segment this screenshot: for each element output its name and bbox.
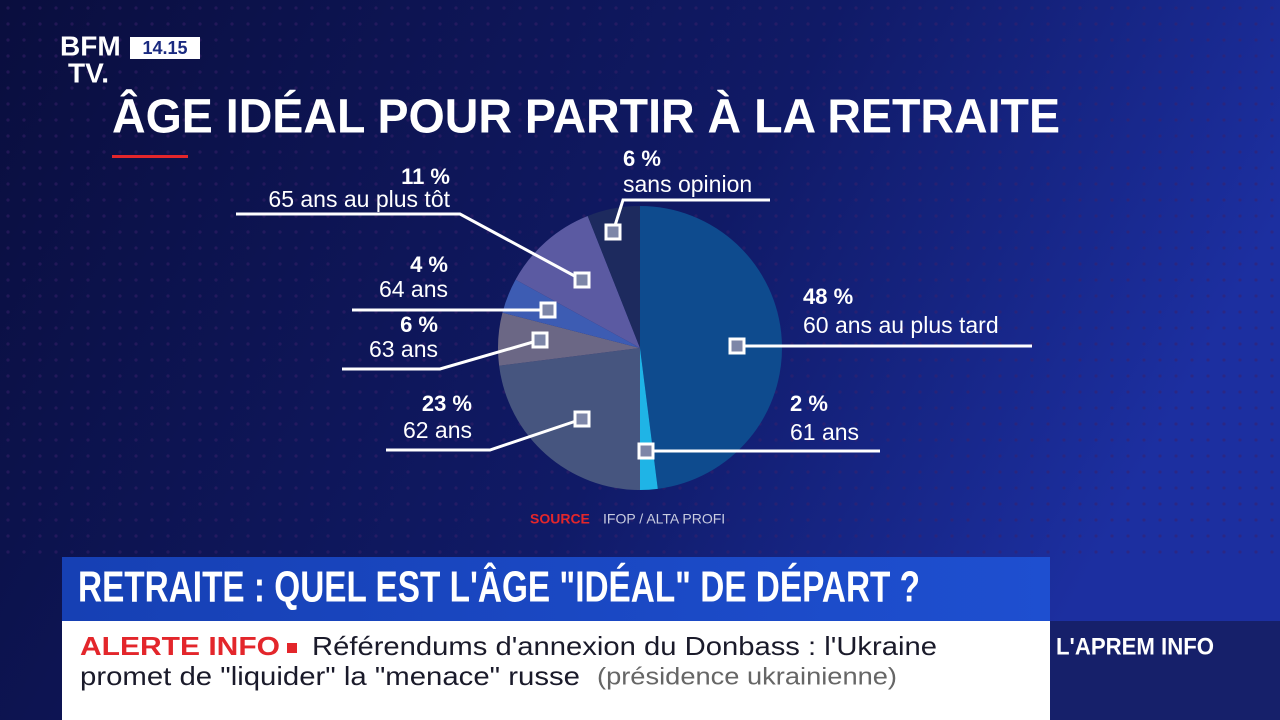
logo: BFM: [60, 30, 121, 61]
headline: RETRAITE : QUEL EST L'ÂGE "IDÉAL" DE DÉP…: [78, 562, 920, 612]
logo: TV.: [68, 57, 109, 88]
pie-slice: [499, 348, 640, 490]
leader-line: [386, 417, 583, 452]
source-label: SOURCE: [530, 511, 590, 527]
category-label: 60 ans au plus tard: [803, 312, 999, 338]
ticker-line: promet de "liquider" la "menace" russe: [80, 661, 580, 691]
leader-line: [611, 198, 770, 233]
value-label: 4 %: [410, 252, 448, 277]
pie-slice: [498, 312, 640, 366]
category-label: 63 ans: [369, 336, 438, 362]
ticker-attribution: (présidence ukrainienne): [597, 663, 897, 690]
leader-marker: [531, 331, 549, 349]
leader-line: [342, 338, 541, 371]
ticker-tag: ALERTE INFO: [80, 631, 280, 661]
value-label: 2 %: [790, 391, 828, 416]
pie-slice: [502, 279, 640, 348]
leader-marker: [604, 223, 622, 241]
program-box: [1050, 621, 1280, 720]
category-label: 65 ans au plus tôt: [268, 186, 450, 212]
value-label: 6 %: [623, 146, 661, 171]
ticker-line: Référendums d'annexion du Donbass : l'Uk…: [312, 631, 937, 661]
source: IFOP / ALTA PROFI: [603, 511, 725, 527]
value-label: 23 %: [422, 391, 472, 416]
leader-marker: [539, 301, 557, 319]
title-underline: [112, 155, 188, 158]
leader-marker: [637, 442, 655, 460]
value-label: 48 %: [803, 284, 853, 309]
time: 14.15: [142, 38, 187, 58]
chart-title: ÂGE IDÉAL POUR PARTIR À LA RETRAITE: [112, 89, 1060, 144]
category-label: 61 ans: [790, 419, 859, 445]
time-box: [130, 37, 200, 59]
leader-marker: [573, 271, 591, 289]
category-label: 62 ans: [403, 417, 472, 443]
leader-marker: [728, 337, 746, 355]
category-label: 64 ans: [379, 276, 448, 302]
pie-slice: [587, 206, 640, 348]
category-label: sans opinion: [623, 171, 752, 197]
leader-marker: [573, 410, 591, 428]
pie: 48 % 60 ans au plus tard 2 % 61 ans 23 %62 a…: [236, 146, 1032, 490]
leader-line: [236, 212, 583, 282]
headline-bar: [62, 557, 1050, 621]
value-label: 11 %: [401, 164, 450, 189]
value-label: 6 %: [400, 312, 438, 337]
pie-slice: [640, 206, 783, 489]
ticker: [62, 621, 1050, 720]
ticker-square: [287, 643, 297, 653]
program: L'APREM INFO: [1056, 633, 1214, 660]
